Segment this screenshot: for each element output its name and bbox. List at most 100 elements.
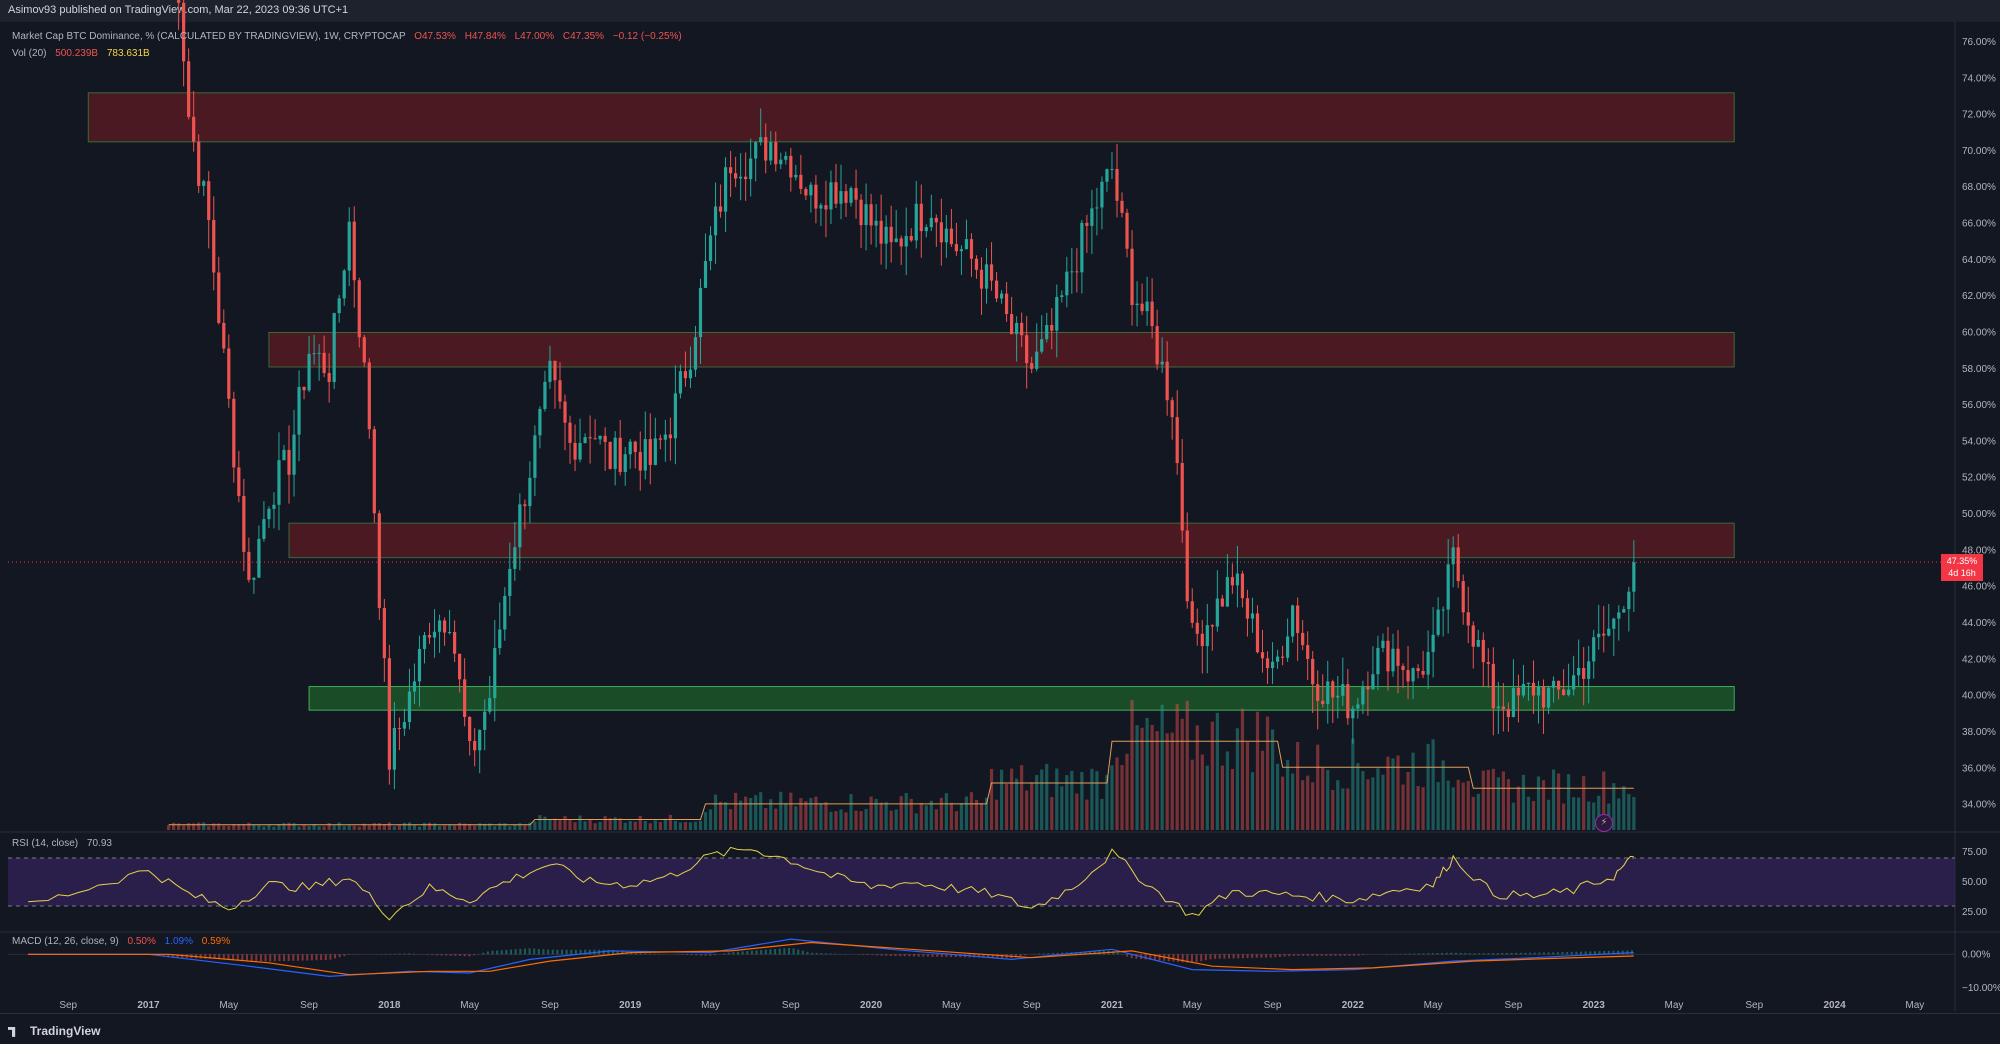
volume-bar [277, 824, 281, 830]
macd-line-value: 1.09% [164, 936, 193, 947]
volume-bar [603, 816, 607, 830]
tradingview-logo[interactable]: TradingView [8, 1024, 100, 1038]
flash-icon[interactable]: ⚡ [1595, 814, 1613, 832]
macd-histogram-bar [649, 953, 652, 955]
volume-bar [794, 806, 798, 830]
candle-body [327, 373, 331, 382]
macd-histogram-bar [1177, 954, 1180, 962]
volume-bar [538, 815, 542, 830]
volume-bar [653, 820, 657, 830]
volume-bar [1185, 700, 1189, 830]
candle-body [703, 261, 708, 288]
macd-histogram-bar [1130, 954, 1133, 959]
macd-histogram-bar [394, 953, 397, 955]
volume-bar [212, 823, 216, 830]
candle-body [723, 167, 728, 212]
candle-body [442, 620, 447, 633]
macd-label[interactable]: MACD (12, 26, close, 9) [12, 936, 119, 947]
macd-histogram-bar [825, 953, 828, 955]
candle-body [473, 741, 477, 751]
candle-body [1406, 670, 1410, 682]
candle-body [1597, 633, 1601, 638]
macd-histogram-bar [431, 954, 434, 956]
macd-histogram-bar [1241, 954, 1244, 959]
candle-body [784, 155, 788, 160]
macd-histogram-bar [241, 954, 244, 961]
candle-body [412, 681, 417, 692]
candle-body [513, 547, 517, 569]
macd-histogram-bar [866, 954, 869, 956]
volume-bar [1551, 769, 1556, 830]
macd-histogram-bar [1556, 952, 1559, 955]
candle-body [1175, 417, 1179, 464]
macd-histogram-bar [1292, 954, 1295, 956]
macd-histogram-bar [875, 954, 878, 956]
candle-body [1326, 681, 1330, 705]
volume-bar [1441, 760, 1445, 830]
volume-bar [1065, 775, 1069, 830]
candle-body [1025, 335, 1029, 364]
candle-body [207, 181, 211, 220]
volume-bar [1250, 772, 1255, 830]
candle-body [779, 159, 783, 165]
rsi-label[interactable]: RSI (14, close) [12, 838, 79, 849]
candle-body [884, 226, 888, 244]
volume-bar [1135, 725, 1139, 830]
volume-bar [543, 816, 547, 830]
candle-body [819, 205, 823, 209]
macd-histogram-bar [1084, 951, 1087, 955]
candle-body [688, 369, 693, 379]
macd-histogram-bar [695, 954, 698, 956]
volume-bar [839, 809, 843, 830]
macd-histogram-bar [1422, 953, 1425, 955]
candle-body [739, 176, 743, 179]
candle-body [618, 437, 622, 473]
candle-body [387, 658, 391, 770]
volume-bar [1546, 799, 1551, 830]
candle-body [488, 698, 492, 712]
macd-histogram-bar [1473, 953, 1476, 955]
volume-bar [1577, 797, 1581, 830]
volume-bar [1386, 756, 1390, 830]
volume-bar [1592, 802, 1596, 830]
candle-body [964, 239, 969, 250]
macd-histogram-bar [829, 953, 832, 955]
volume-bar [1200, 754, 1204, 830]
y-tick-label: 76.00% [1962, 37, 1996, 48]
candle-body [1386, 640, 1390, 672]
volume-bar [1085, 799, 1089, 830]
volume-bar [824, 802, 828, 830]
candle-body [1451, 547, 1455, 565]
symbol-title[interactable]: Market Cap BTC Dominance, % (CALCULATED … [12, 31, 406, 42]
macd-histogram-bar [959, 954, 962, 958]
macd-histogram-bar [310, 954, 313, 961]
x-tick-label: May [1424, 1000, 1443, 1011]
macd-histogram-bar [551, 949, 554, 955]
macd-histogram-bar [1190, 954, 1193, 963]
volume-bar [864, 808, 868, 830]
volume-bar [804, 801, 808, 830]
candle-body [257, 538, 261, 578]
volume-bar [272, 826, 276, 830]
volume-bar [1376, 768, 1380, 830]
macd-histogram-bar [500, 950, 503, 955]
x-tick-label: Sep [782, 1000, 800, 1011]
volume-bar [553, 818, 557, 830]
volume-label[interactable]: Vol (20) [12, 48, 47, 59]
macd-histogram-bar [1260, 954, 1263, 958]
volume-bar [693, 821, 698, 830]
volume-bar [247, 822, 251, 830]
volume-bar [703, 812, 708, 830]
candle-body [382, 608, 386, 659]
volume-bar [944, 793, 948, 830]
macd-histogram-bar [732, 952, 735, 955]
macd-histogram-bar [797, 949, 800, 955]
volume-bar [889, 810, 893, 830]
macd-histogram-bar [1311, 954, 1314, 956]
volume-bar [683, 822, 688, 830]
candle-body [237, 467, 241, 496]
volume-bar [1286, 760, 1290, 830]
candle-body [1431, 634, 1435, 652]
volume-bar [473, 825, 477, 830]
